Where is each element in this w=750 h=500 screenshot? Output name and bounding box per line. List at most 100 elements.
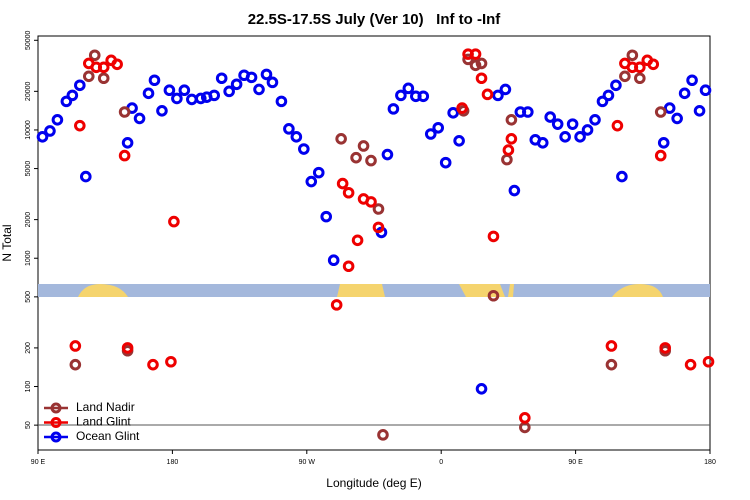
point (88, 49, 101, 62)
point (566, 118, 579, 130)
land-strip (337, 284, 385, 297)
point (475, 72, 488, 85)
point (619, 70, 631, 83)
y-tick-label: 20000 (25, 81, 32, 101)
point (305, 175, 318, 188)
point (283, 123, 295, 135)
point (194, 92, 207, 105)
land-strip (612, 284, 663, 297)
y-tick-label: 100 (25, 381, 32, 393)
point (610, 79, 622, 92)
series (36, 68, 712, 395)
point (245, 71, 258, 84)
x-tick-label: 180 (704, 459, 716, 466)
point (66, 89, 79, 102)
point (602, 89, 615, 102)
point (589, 113, 601, 126)
point (377, 429, 389, 441)
point (156, 105, 168, 117)
point (684, 358, 697, 371)
point (230, 78, 243, 91)
point (505, 133, 518, 145)
point (544, 111, 557, 123)
point (215, 72, 228, 85)
point (505, 113, 518, 126)
point (327, 254, 340, 267)
point (163, 84, 176, 97)
point (148, 74, 161, 87)
point (634, 61, 646, 74)
point (634, 72, 646, 85)
point (462, 53, 474, 66)
point (387, 103, 400, 115)
point (508, 184, 521, 197)
point (616, 170, 628, 183)
point (686, 74, 698, 87)
point (432, 121, 445, 134)
point (133, 112, 146, 125)
point (69, 358, 82, 371)
point (596, 95, 609, 108)
point (647, 58, 660, 71)
point (336, 177, 349, 190)
point (663, 102, 676, 114)
land-strip (508, 284, 514, 297)
point (365, 196, 377, 208)
x-axis-label: Longitude (deg E) (326, 476, 421, 490)
point (147, 358, 159, 371)
land-strip (78, 284, 128, 297)
point (702, 355, 715, 368)
point (519, 421, 531, 434)
point (168, 215, 180, 228)
point (298, 143, 310, 155)
point (487, 289, 500, 302)
x-tick-label: 90 E (568, 459, 583, 466)
y-tick-label: 200 (25, 342, 32, 354)
point (312, 166, 325, 179)
point (481, 88, 494, 101)
point (492, 89, 504, 102)
point (118, 106, 131, 118)
point (74, 119, 86, 132)
x-tick-label: 0 (439, 459, 443, 466)
point (208, 89, 221, 102)
y-axis-label: N Total (0, 224, 14, 261)
point (178, 84, 191, 97)
point (671, 112, 683, 125)
point (320, 210, 333, 223)
y-tick-label: 2000 (25, 212, 32, 228)
point (424, 128, 437, 140)
point (659, 342, 672, 354)
series (69, 48, 715, 424)
point (290, 131, 303, 143)
point (330, 299, 343, 311)
legend-marker (50, 402, 62, 414)
legend-label: Land Glint (76, 415, 131, 429)
point (357, 140, 370, 152)
point (469, 59, 482, 72)
point (118, 149, 131, 162)
point (266, 76, 279, 89)
point (142, 87, 155, 100)
point (501, 153, 513, 166)
point (381, 148, 394, 161)
point (605, 358, 618, 371)
point (439, 156, 452, 169)
point (372, 221, 385, 234)
point (372, 203, 385, 215)
point (275, 95, 288, 108)
map-strip (38, 284, 710, 297)
point (253, 83, 265, 96)
point (519, 412, 531, 424)
point (626, 49, 639, 62)
y-tick-label: 5000 (25, 161, 32, 177)
point (260, 68, 273, 81)
point (487, 230, 500, 243)
legend-label: Land Nadir (76, 400, 135, 414)
point (475, 57, 488, 70)
plot-frame (37, 35, 711, 451)
y-tick-label: 10000 (25, 120, 32, 140)
point (223, 85, 235, 98)
point (475, 382, 488, 395)
point (165, 355, 177, 368)
